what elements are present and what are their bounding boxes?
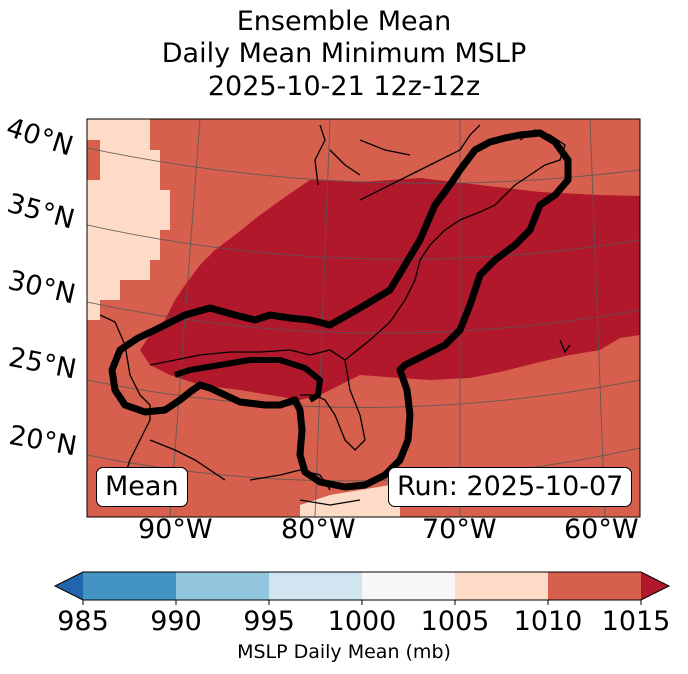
colorbar-1005-1010	[455, 572, 548, 600]
lon-label-70w: 70°W	[422, 514, 497, 545]
title-line-1: Ensemble Mean	[236, 6, 452, 37]
colorbar-under	[55, 572, 83, 600]
field-1005-1010-west	[87, 119, 170, 320]
lon-label-80w: 80°W	[281, 514, 356, 545]
colorbar-tick-1010: 1010	[513, 606, 583, 637]
contour-line	[108, 129, 572, 491]
field-1010-1015-patch	[87, 140, 100, 180]
run-label-box: Run: 2025-10-07	[388, 467, 633, 507]
colorbar-tick-985: 985	[57, 606, 109, 637]
colorbar-tick-1005: 1005	[420, 606, 490, 637]
contour-line-inner	[174, 357, 323, 403]
colorbar-tick-1000: 1000	[327, 606, 397, 637]
mean-label-box: Mean	[96, 467, 188, 507]
lon-label-90w: 90°W	[138, 514, 213, 545]
lon-gridlines	[87, 119, 606, 517]
lat-gridlines	[87, 147, 640, 482]
title-line-2: Daily Mean Minimum MSLP	[161, 38, 527, 69]
title-line-3: 2025-10-21 12z-12z	[207, 71, 481, 102]
colorbar-label: MSLP Daily Mean (mb)	[237, 641, 451, 663]
colorbar-1010-1015	[548, 572, 641, 600]
colorbar-1000-1005	[362, 572, 455, 600]
lon-label-60w: 60°W	[564, 514, 639, 545]
colorbar-tick-1015: 1015	[601, 606, 671, 637]
colorbar-over	[641, 572, 669, 600]
field-1005-1010-south	[300, 485, 400, 517]
colorbar-tick-990: 990	[150, 606, 202, 637]
colorbar-tick-995: 995	[243, 606, 295, 637]
colorbar	[53, 571, 671, 605]
colorbar-985-990	[83, 572, 176, 600]
colorbar-995-1000	[269, 572, 362, 600]
colorbar-990-995	[176, 572, 269, 600]
